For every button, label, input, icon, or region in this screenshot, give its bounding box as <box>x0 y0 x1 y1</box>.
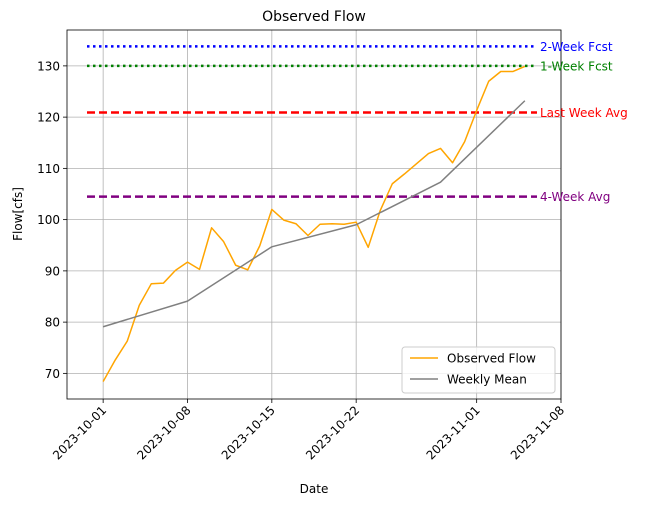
reference-label-2-week-fcst: 2-Week Fcst <box>540 40 613 54</box>
legend-box <box>401 346 556 394</box>
y-tick-label: 70 <box>45 367 60 381</box>
reference-label-4-week-avg: 4-Week Avg <box>540 190 610 204</box>
y-tick-label: 130 <box>37 59 60 73</box>
reference-lines <box>87 45 537 198</box>
series-lines <box>102 65 526 382</box>
y-tick-label: 90 <box>45 264 60 278</box>
y-axis-ticks: 70 80 90 100 110 120 130 <box>37 59 67 381</box>
plot-frame <box>66 29 562 400</box>
grid-lines <box>67 30 562 399</box>
x-axis-label: Date <box>300 482 329 496</box>
series-line-observed-flow <box>102 65 526 382</box>
y-axis-label: Flow[cfs] <box>11 187 25 241</box>
series-line-weekly-mean <box>102 100 526 328</box>
y-tick-label: 80 <box>45 316 60 330</box>
y-tick-label: 120 <box>37 111 60 125</box>
legend-label-weekly-mean: Weekly Mean <box>447 373 527 387</box>
legend-label-observed-flow: Observed Flow <box>447 352 536 366</box>
reference-labels: 2-Week Fcst 1-Week Fcst Last Week Avg 4-Wee… <box>540 40 628 204</box>
reference-label-last-week-avg: Last Week Avg <box>540 106 628 120</box>
reference-label-1-week-fcst: 1-Week Fcst <box>540 59 613 73</box>
chart-title: Observed Flow <box>262 9 366 25</box>
legend: Observed Flow Weekly Mean <box>401 346 556 394</box>
y-tick-label: 100 <box>37 213 60 227</box>
y-tick-label: 110 <box>37 162 60 176</box>
